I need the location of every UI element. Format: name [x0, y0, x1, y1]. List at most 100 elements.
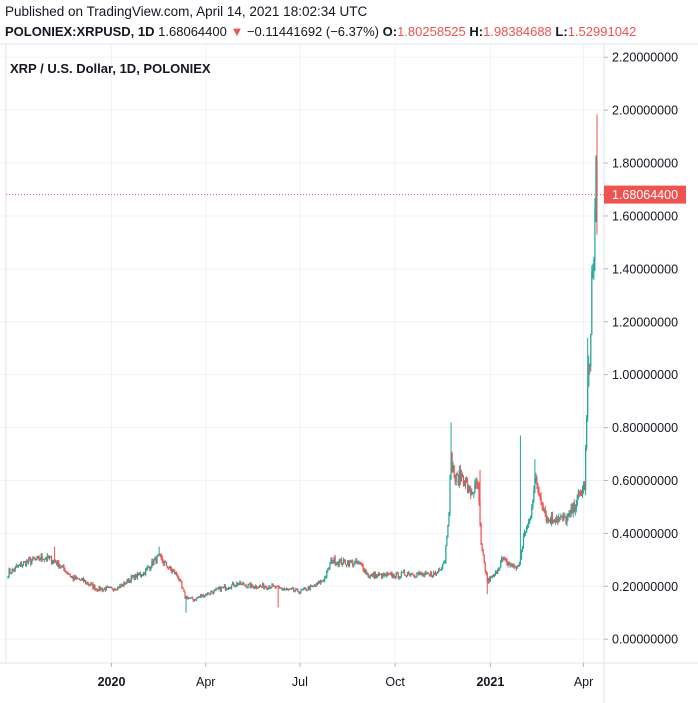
open-label: O:: [382, 24, 398, 39]
candle-body: [357, 563, 359, 565]
symbol-label[interactable]: POLONIEX:XRPUSD, 1D: [5, 24, 155, 39]
candle-body: [463, 484, 466, 486]
candle-body: [499, 567, 501, 569]
candle-body: [495, 571, 498, 574]
y-tick-label: 1.60000000: [612, 209, 678, 223]
candle-body: [558, 517, 560, 522]
candle-body: [553, 520, 556, 522]
candle-body: [42, 558, 44, 560]
candle-body: [459, 470, 461, 482]
candle-body: [134, 574, 136, 580]
candle-body: [48, 557, 51, 559]
candle-body: [334, 557, 336, 565]
candle-body: [155, 557, 157, 564]
candle-body: [135, 574, 137, 578]
candle-body: [392, 574, 394, 578]
candle-body: [377, 574, 380, 577]
candle-body: [98, 586, 100, 591]
candle-body: [255, 585, 258, 588]
candle-body: [181, 582, 183, 588]
low-label: L:: [555, 24, 568, 39]
candle-body: [325, 577, 327, 579]
candle-body: [433, 572, 436, 574]
candle-body: [556, 518, 558, 521]
candle-body: [448, 512, 450, 525]
candle-body: [109, 587, 112, 589]
candle-body: [132, 575, 134, 578]
candle-body: [173, 570, 175, 572]
candle-body: [36, 556, 38, 560]
candle-body: [218, 587, 220, 589]
candle-body: [167, 568, 170, 570]
candle-body: [419, 572, 421, 574]
candle-body: [440, 569, 442, 571]
candle-body: [554, 520, 557, 522]
candle-body: [379, 574, 381, 576]
candle-body: [37, 556, 39, 558]
y-tick-label: 1.40000000: [612, 262, 678, 276]
candle-body: [435, 572, 438, 574]
candle-body: [291, 588, 293, 590]
candle-body: [507, 563, 509, 566]
candle-body: [51, 561, 54, 563]
candle-body: [536, 478, 538, 485]
candle-body: [234, 586, 236, 588]
candle-body: [359, 562, 361, 564]
candle-body: [262, 583, 264, 587]
candle-body: [281, 589, 283, 591]
candle-body: [106, 587, 108, 589]
candle-body: [497, 570, 499, 574]
candle-body: [103, 588, 105, 590]
candle-body: [297, 589, 299, 592]
candle-body: [175, 572, 177, 575]
candle-body: [149, 567, 151, 570]
candle-body: [265, 586, 267, 588]
candle-body: [444, 561, 446, 563]
candle-body: [588, 363, 590, 387]
candle-body: [79, 579, 82, 581]
candle-body: [126, 579, 128, 583]
candle-body: [399, 576, 401, 578]
candle-body: [119, 585, 121, 589]
candle-body: [174, 570, 176, 575]
candle-body: [526, 527, 528, 533]
candle-body: [380, 573, 382, 575]
time-axis[interactable]: 2020 Apr Jul Oct 2021 Apr: [98, 663, 594, 689]
candle-body: [95, 588, 97, 590]
candle-body: [449, 478, 451, 513]
candle-body: [278, 586, 280, 588]
candle-body: [10, 572, 12, 574]
candle-body: [453, 465, 455, 478]
chart-title: XRP / U.S. Dollar, 1D, POLONIEX: [10, 61, 211, 76]
candle-body: [511, 564, 513, 566]
candle-body: [229, 587, 232, 589]
y-tick-label: 1.80000000: [612, 157, 678, 171]
candle-body: [465, 479, 468, 483]
candle-body: [254, 585, 257, 588]
candle-body: [171, 570, 174, 572]
candle-body: [81, 578, 84, 580]
candle-body: [191, 597, 193, 600]
candle-body: [264, 586, 266, 589]
candle-body: [84, 580, 86, 582]
candle-body: [549, 519, 552, 524]
candle-body: [63, 565, 65, 569]
candle-body: [177, 575, 179, 578]
candle-body: [241, 583, 243, 585]
candle-body: [112, 589, 115, 591]
candle-body: [8, 569, 10, 577]
candle-body: [60, 566, 62, 568]
candle-body: [570, 507, 572, 515]
candle-body: [469, 486, 471, 490]
candle-body: [156, 556, 158, 564]
candle-body: [543, 509, 545, 511]
price-axis[interactable]: 0.00000000 0.20000000 0.40000000 0.60000000…: [604, 51, 678, 647]
candle-body: [294, 590, 296, 592]
candle-body: [345, 564, 348, 566]
candle-body: [277, 585, 279, 587]
candle-body: [400, 572, 402, 577]
candle-body: [104, 588, 106, 591]
last-price-badge: [604, 185, 686, 204]
candle-body: [160, 555, 162, 558]
